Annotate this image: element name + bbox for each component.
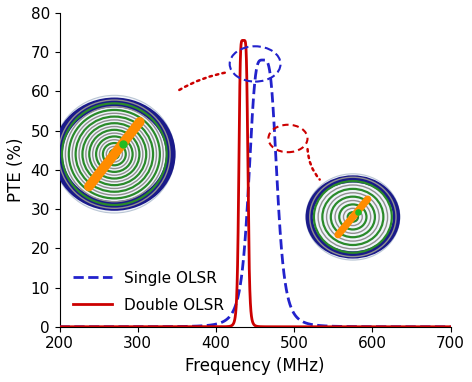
Single OLSR [448, 324, 454, 329]
Double OLSR [448, 324, 454, 329]
Double OLSR [311, 324, 317, 329]
Double OLSR [57, 324, 62, 329]
Ellipse shape [54, 96, 175, 213]
Single OLSR [206, 323, 212, 327]
Line: Single OLSR: Single OLSR [59, 60, 451, 327]
Double OLSR [349, 324, 354, 329]
Double OLSR [241, 38, 246, 43]
Double OLSR [206, 324, 212, 329]
Double OLSR [379, 324, 384, 329]
Single OLSR [349, 324, 354, 329]
Ellipse shape [306, 174, 400, 260]
Single OLSR [260, 58, 266, 62]
Single OLSR [128, 324, 134, 329]
Line: Double OLSR: Double OLSR [59, 40, 451, 327]
Single OLSR [57, 324, 62, 329]
X-axis label: Frequency (MHz): Frequency (MHz) [185, 357, 325, 375]
Legend: Single OLSR, Double OLSR: Single OLSR, Double OLSR [67, 265, 230, 319]
Double OLSR [128, 324, 134, 329]
Single OLSR [291, 311, 297, 316]
Single OLSR [379, 324, 384, 329]
Double OLSR [291, 324, 297, 329]
Y-axis label: PTE (%): PTE (%) [7, 138, 25, 202]
Single OLSR [311, 322, 317, 327]
